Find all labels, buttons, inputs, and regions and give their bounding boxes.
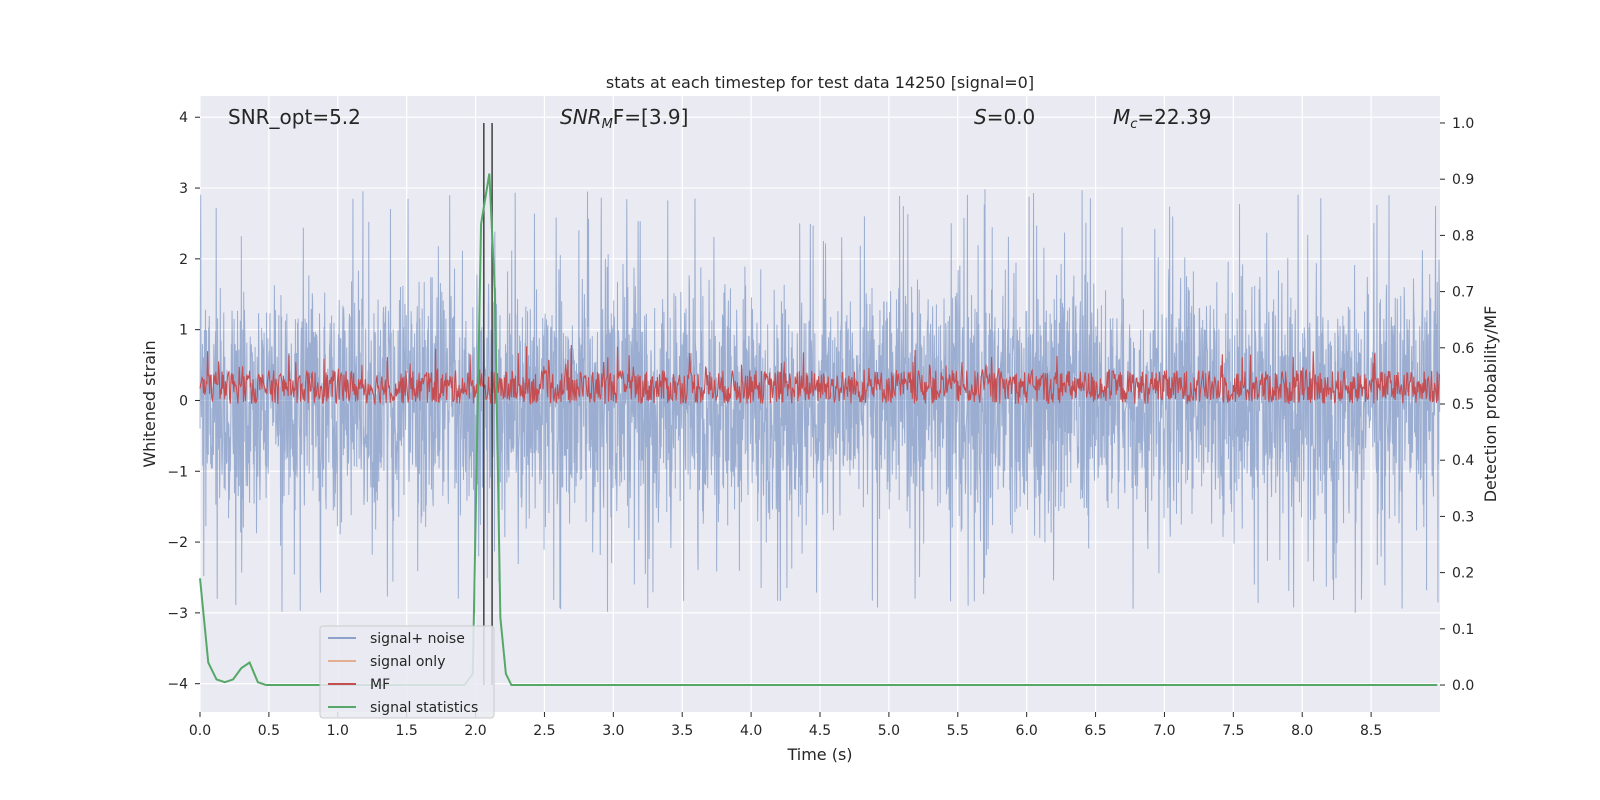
annotation-snr-mf-sub: M	[602, 117, 613, 132]
right-tick-label-5: 0.5	[1452, 397, 1474, 413]
x-tick-label-4: 2.0	[464, 723, 486, 739]
x-tick-label-8: 4.0	[740, 723, 762, 739]
legend: signal+ noise signal only MF signal stat…	[319, 625, 495, 719]
right-tick-label-4: 0.6	[1452, 341, 1474, 357]
annotation-s-rest: =0.0	[987, 105, 1036, 129]
x-axis-label: Time (s)	[786, 745, 852, 764]
mf-line	[199, 345, 1440, 406]
x-tick-label-17: 8.5	[1360, 723, 1382, 739]
chart-title: stats at each timestep for test data 142…	[606, 73, 1034, 92]
y-tick-label-2: 2	[179, 252, 188, 268]
x-tick-label-12: 6.0	[1016, 723, 1038, 739]
mf-series	[199, 345, 1440, 406]
annotation-snr-mf-rest: F=[3.9]	[613, 105, 689, 129]
legend-label-signal-noise: signal+ noise	[370, 631, 465, 647]
x-tick-label-0: 0.0	[189, 723, 211, 739]
x-tick-label-11: 5.5	[947, 723, 969, 739]
signal-noise-series	[199, 189, 1441, 613]
y-tick-label-6: −2	[167, 535, 188, 551]
y-tick-label-7: −3	[167, 606, 188, 622]
y-tick-label-1: 3	[179, 181, 188, 197]
legend-label-signal-statistics: signal statistics	[370, 700, 478, 716]
signal-noise-line	[199, 189, 1441, 613]
annotation-mc-italic: M	[1113, 105, 1130, 129]
x-tick-label-16: 8.0	[1291, 723, 1313, 739]
right-tick-label-6: 0.4	[1452, 453, 1474, 469]
x-tick-label-1: 0.5	[258, 723, 280, 739]
legend-label-signal-only: signal only	[370, 654, 445, 670]
y-tick-label-5: −1	[167, 464, 188, 480]
y-axis-ticks: 4 3 2 1 0 −1 −2 −3 −4	[167, 110, 200, 693]
legend-label-mf: MF	[370, 677, 390, 693]
x-tick-label-3: 1.5	[396, 723, 418, 739]
right-tick-label-9: 0.1	[1452, 622, 1474, 638]
right-tick-label-10: 0.0	[1452, 678, 1474, 694]
right-tick-label-2: 0.8	[1452, 228, 1474, 244]
annotation-mc-sub: c	[1130, 117, 1137, 132]
y-tick-label-0: 4	[179, 110, 188, 126]
y-axis-label: Whitened strain	[140, 340, 159, 467]
right-tick-label-7: 0.3	[1452, 509, 1474, 525]
x-tick-label-14: 7.0	[1153, 723, 1175, 739]
y-tick-label-8: −4	[167, 677, 188, 693]
x-tick-label-10: 5.0	[878, 723, 900, 739]
y-tick-label-4: 0	[179, 393, 188, 409]
x-tick-label-6: 3.0	[602, 723, 624, 739]
x-tick-label-2: 1.0	[327, 723, 349, 739]
right-tick-label-8: 0.2	[1452, 566, 1474, 582]
annotation-snr-mf-italic: SNR	[560, 105, 602, 129]
annotation-mc-rest: =22.39	[1137, 105, 1211, 129]
right-tick-label-0: 1.0	[1452, 116, 1474, 132]
right-tick-label-3: 0.7	[1452, 285, 1474, 301]
right-axis-ticks: 1.0 0.9 0.8 0.7 0.6 0.5 0.4 0.3 0.2 0.1 0.0	[1440, 116, 1474, 694]
x-tick-label-5: 2.5	[533, 723, 555, 739]
x-tick-label-9: 4.5	[809, 723, 831, 739]
annotation-snr-mf: SNRMF=[3.9]	[560, 105, 688, 132]
annotation-s: S=0.0	[974, 105, 1035, 129]
legend-box	[319, 625, 495, 719]
right-tick-label-1: 0.9	[1452, 172, 1474, 188]
x-tick-label-13: 6.5	[1084, 723, 1106, 739]
x-tick-label-15: 7.5	[1222, 723, 1244, 739]
annotation-s-italic: S	[974, 105, 987, 129]
annotation-mc: Mc=22.39	[1113, 105, 1211, 132]
x-tick-label-7: 3.5	[671, 723, 693, 739]
y-tick-label-3: 1	[179, 323, 188, 339]
x-axis-ticks: 0.0 0.5 1.0 1.5 2.0 2.5 3.0 3.5 4.0 4.5 5.0 5.5 6.0 6…	[189, 712, 1382, 739]
right-axis-label: Detection probability/MF	[1481, 306, 1500, 503]
annotation-snr-opt: SNR_opt=5.2	[228, 105, 361, 129]
